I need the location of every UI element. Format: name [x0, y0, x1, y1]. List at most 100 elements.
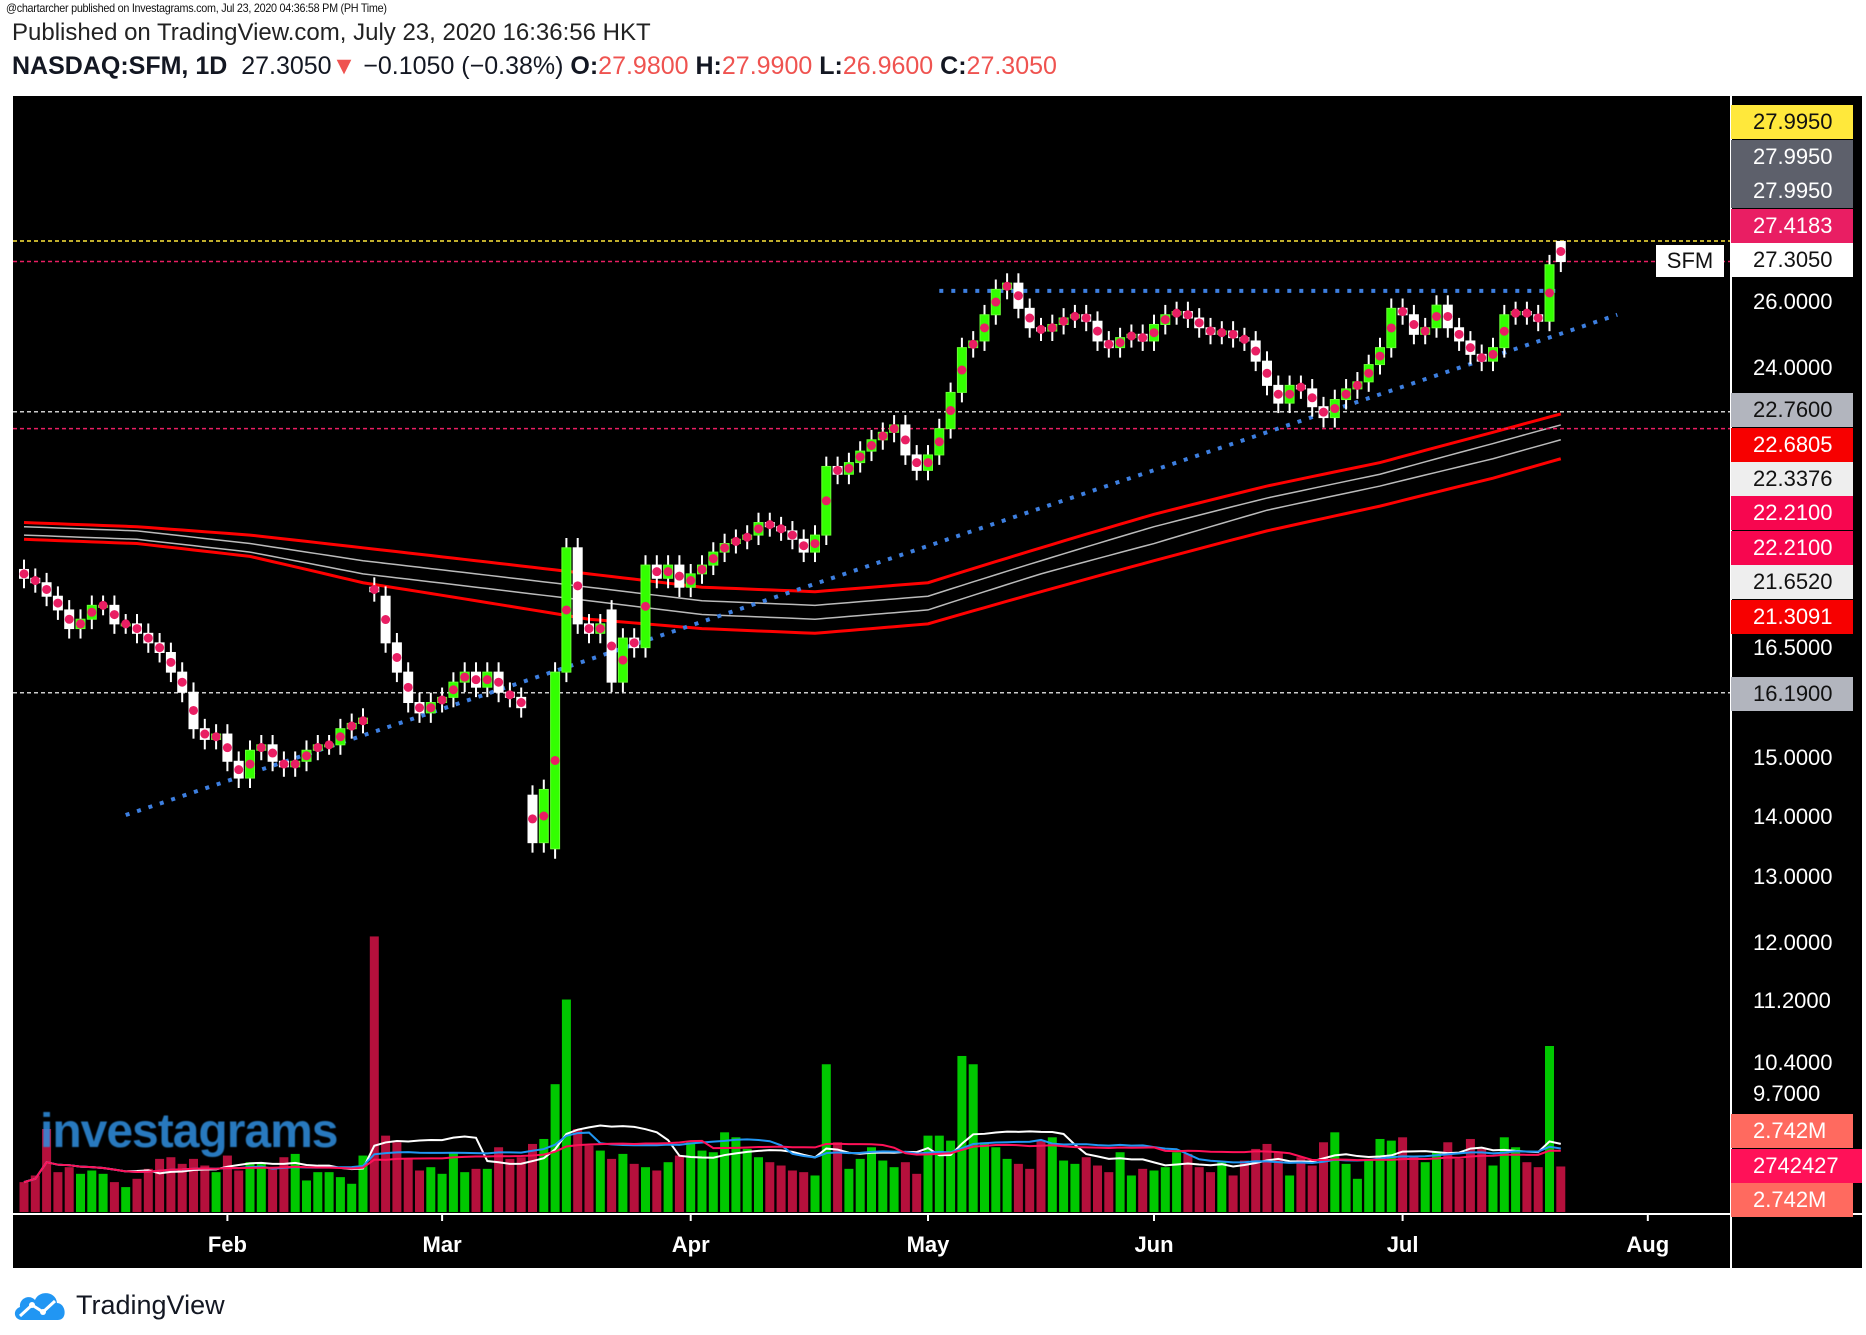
indicator-dot — [1025, 313, 1035, 323]
volume-bar — [482, 1168, 492, 1212]
candle — [719, 533, 730, 563]
candle — [956, 337, 967, 403]
volume-bar — [1070, 1163, 1080, 1212]
price-label-box: 27.9950 — [1731, 140, 1853, 174]
indicator-dot — [200, 729, 210, 739]
volume-bar — [629, 1163, 639, 1212]
volume-bar — [64, 1167, 74, 1212]
volume-bar — [821, 1064, 831, 1212]
volume-bar — [358, 1155, 368, 1212]
indicator-dot — [1443, 311, 1453, 321]
tradingview-logo[interactable]: TradingView — [12, 1288, 225, 1322]
price-label-box: 16.1900 — [1731, 677, 1853, 711]
volume-bar — [765, 1162, 775, 1212]
volume-bar — [211, 1172, 221, 1212]
volume-bar — [369, 936, 379, 1212]
volume-bar — [1239, 1160, 1249, 1212]
price-label-text: 16.1900 — [1753, 681, 1833, 706]
candle — [380, 586, 391, 653]
price-label-text: 2.742M — [1753, 1118, 1827, 1143]
indicator-dot — [946, 406, 956, 416]
indicator-dot — [1409, 320, 1419, 330]
price-label-box: 27.3050 — [1731, 243, 1853, 277]
candle — [1307, 379, 1318, 417]
x-tick-label: Jun — [1134, 1232, 1174, 1257]
indicator-dot — [765, 520, 775, 530]
volume-bar — [686, 1142, 696, 1212]
volume-bar — [561, 999, 571, 1212]
indicator-dot — [855, 452, 865, 462]
indicator-dot — [528, 814, 537, 824]
candle — [30, 568, 41, 593]
candle — [1250, 331, 1261, 372]
indicator-dot — [720, 543, 730, 553]
indicator-dot — [912, 458, 922, 468]
volume-bar — [189, 1158, 198, 1212]
volume-bar — [403, 1158, 413, 1212]
indicator-dot — [1296, 382, 1306, 392]
indicator-dot — [1273, 389, 1283, 399]
volume-bar — [143, 1168, 153, 1212]
candle — [132, 614, 142, 644]
candle — [1341, 379, 1352, 410]
candle — [1465, 331, 1476, 365]
candle — [821, 456, 832, 546]
volume-bar — [652, 1170, 662, 1212]
ma-band-outer-upper — [23, 412, 1562, 594]
y-tick-label: 9.7000 — [1753, 1081, 1821, 1106]
candle — [855, 441, 866, 473]
candle — [324, 734, 335, 755]
volume-bar — [1126, 1175, 1136, 1212]
candle — [1126, 324, 1137, 348]
candle — [1499, 304, 1510, 358]
volume-bar — [471, 1168, 481, 1212]
price-label-box: 27.9950 — [1731, 105, 1853, 139]
candle — [617, 628, 628, 693]
candle — [1273, 375, 1284, 414]
indicator-dot — [1251, 346, 1261, 356]
indicator-dot — [923, 458, 933, 468]
volume-bar — [1138, 1168, 1148, 1212]
candle — [165, 642, 176, 683]
candle — [968, 331, 979, 358]
indicator-dot — [754, 524, 763, 534]
candle — [1442, 295, 1453, 338]
price-label-text: 27.3050 — [1753, 247, 1833, 272]
candle — [267, 734, 278, 772]
open-label: O: — [570, 52, 599, 80]
tradingview-cloud-icon — [14, 1293, 65, 1320]
indicator-dot — [1465, 343, 1475, 353]
volume-bar — [855, 1158, 865, 1212]
volume-bar — [1025, 1168, 1035, 1212]
ma-band-outer-lower — [23, 457, 1562, 635]
candle — [1476, 344, 1487, 372]
volume-bar — [1432, 1152, 1441, 1212]
x-tick-label: Apr — [671, 1232, 710, 1257]
price-label-text: 22.6805 — [1753, 432, 1833, 457]
candle — [1182, 301, 1193, 328]
indicator-dot — [1477, 353, 1487, 363]
indicator-dot — [1522, 308, 1532, 318]
indicator-dot — [1081, 313, 1091, 323]
indicator-dot — [482, 675, 492, 685]
volume-bar — [900, 1162, 910, 1212]
indicator-dot — [64, 614, 74, 624]
candle — [245, 740, 255, 789]
volume-bar — [1375, 1138, 1385, 1212]
volume-bar — [833, 1142, 843, 1212]
indicator-dot — [1183, 310, 1193, 320]
candle — [41, 572, 52, 607]
volume-bar — [957, 1055, 967, 1212]
indicator-dot — [573, 581, 583, 591]
indicator-dot — [313, 743, 323, 753]
candle — [877, 422, 888, 450]
candle — [629, 628, 640, 658]
price-label-text: 27.9950 — [1753, 178, 1833, 203]
volume-ma-line — [23, 1139, 1561, 1184]
indicator-dot — [1206, 326, 1215, 336]
volume-bar — [641, 1167, 650, 1212]
y-tick-label: 12.0000 — [1753, 930, 1833, 955]
volume-bar — [302, 1180, 311, 1212]
indicator-dot — [516, 698, 526, 708]
